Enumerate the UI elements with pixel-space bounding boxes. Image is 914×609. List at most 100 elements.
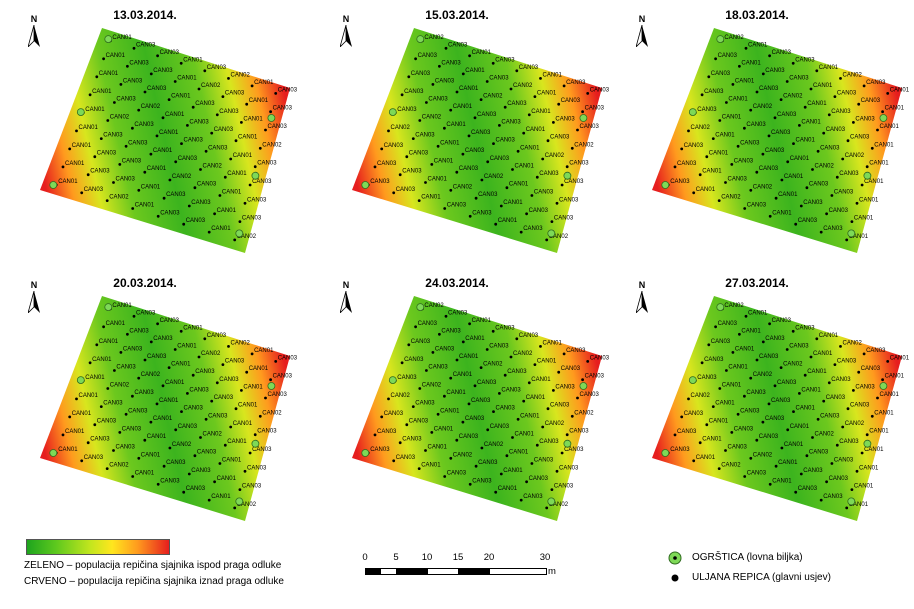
main-crop-point: [88, 361, 92, 365]
main-crop-point: [387, 129, 390, 133]
main-crop-point: [168, 446, 172, 450]
point-label: CAN03: [798, 486, 818, 492]
point-label: CAN01: [790, 156, 810, 162]
point-label: CAN02: [724, 35, 744, 41]
main-crop-point: [234, 407, 238, 411]
main-crop-point: [767, 402, 771, 406]
point-label: CAN03: [186, 486, 206, 492]
main-crop-point: [174, 428, 178, 432]
point-label: CAN01: [249, 98, 269, 104]
main-crop-point: [485, 80, 489, 83]
point-label: CAN03: [207, 333, 227, 339]
main-crop-point: [223, 175, 227, 179]
main-crop-point: [541, 425, 545, 429]
point-label: CAN03: [670, 179, 690, 185]
point-label: CAN01: [715, 133, 735, 139]
main-crop-point: [811, 168, 814, 171]
main-crop-point: [461, 72, 465, 76]
point-label: CAN03: [554, 216, 574, 222]
point-label: CAN01: [735, 78, 755, 84]
trap-crop-point: [267, 114, 276, 122]
main-crop-point: [557, 102, 561, 106]
point-label: CAN03: [184, 406, 204, 412]
main-crop-point: [767, 134, 771, 138]
main-crop-point: [68, 415, 72, 419]
scale-segment: [380, 568, 397, 575]
north-arrow-icon: N: [336, 280, 356, 314]
main-crop-point: [468, 322, 471, 326]
point-label: CAN03: [409, 419, 429, 425]
main-crop-point: [491, 329, 495, 333]
point-label: CAN03: [539, 439, 559, 445]
point-label: CAN03: [489, 76, 509, 82]
point-label: CAN01: [171, 362, 191, 368]
point-label: CAN01: [183, 325, 203, 331]
main-crop-point: [173, 348, 177, 351]
point-label: CAN03: [418, 321, 438, 327]
main-crop-point: [119, 83, 123, 86]
point-label: CAN03: [136, 42, 156, 48]
point-label: CAN01: [153, 148, 173, 154]
point-label: CAN01: [222, 190, 242, 196]
main-crop-point: [687, 397, 690, 401]
point-label: CAN01: [459, 86, 479, 92]
main-crop-point: [167, 98, 171, 101]
point-label: CAN01: [85, 107, 105, 113]
main-crop-point: [845, 238, 849, 242]
point-label: CAN01: [227, 171, 247, 177]
main-crop-point: [673, 433, 677, 437]
point-label: CAN03: [496, 138, 516, 144]
trap-crop-point: [716, 303, 725, 312]
point-label: CAN03: [850, 403, 870, 409]
main-crop-point: [799, 472, 803, 476]
point-label: CAN03: [829, 476, 849, 482]
main-crop-point: [461, 152, 465, 156]
point-label: CAN01: [819, 65, 839, 71]
point-label: CAN03: [728, 445, 748, 451]
point-label: CAN03: [772, 50, 792, 56]
main-crop-point: [541, 157, 545, 161]
point-label: CAN03: [809, 182, 829, 188]
main-crop-point: [132, 314, 136, 318]
main-crop-point: [581, 110, 584, 114]
main-crop-point: [186, 124, 189, 127]
main-crop-point: [835, 443, 839, 447]
main-crop-point: [780, 446, 784, 450]
point-label: CAN03: [247, 197, 267, 203]
point-label: CAN03: [189, 387, 209, 393]
point-label: CAN01: [147, 434, 167, 440]
main-crop-point: [494, 222, 498, 226]
main-crop-point: [530, 194, 534, 197]
main-crop-point: [468, 214, 472, 218]
point-label: CAN03: [866, 80, 886, 86]
main-crop-point: [830, 194, 834, 197]
main-crop-point: [714, 57, 717, 61]
point-label: CAN03: [478, 192, 498, 198]
point-label: CAN01: [65, 429, 85, 435]
point-label: CAN03: [711, 71, 731, 77]
main-crop-point: [503, 105, 507, 109]
point-label: CAN03: [402, 437, 422, 443]
point-label: CAN01: [520, 145, 540, 151]
field-polygon: [652, 28, 902, 253]
main-crop-point: [400, 361, 404, 365]
main-crop-point: [227, 77, 230, 80]
main-crop-point: [425, 369, 428, 372]
main-crop-point: [586, 360, 590, 363]
main-crop-point: [204, 417, 208, 421]
point-label: CAN03: [789, 76, 809, 82]
main-crop-point: [203, 69, 207, 73]
main-crop-point: [180, 142, 183, 145]
point-label: CAN01: [472, 318, 492, 324]
point-label: CAN02: [843, 340, 863, 346]
point-label: CAN03: [459, 166, 479, 172]
main-crop-point: [550, 220, 554, 224]
main-crop-point: [191, 105, 195, 109]
main-crop-point: [492, 142, 495, 145]
point-label: CAN03: [490, 424, 510, 430]
main-crop-point: [509, 355, 513, 359]
point-label: CAN01: [503, 468, 523, 474]
north-arrow-icon: N: [632, 280, 652, 314]
point-label: CAN03: [195, 369, 215, 375]
main-crop-point: [182, 490, 186, 494]
